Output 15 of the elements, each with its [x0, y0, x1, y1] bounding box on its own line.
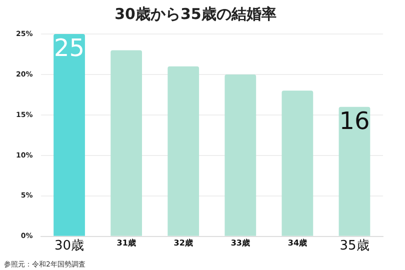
x-tick-label: 32歳 [174, 238, 193, 248]
bar [338, 106, 370, 236]
x-tick-label: 31歳 [116, 238, 136, 248]
data-label: 16 [339, 107, 370, 136]
x-tick-label: 33歳 [230, 238, 250, 248]
data-label: 25 [54, 34, 85, 62]
x-tick-label: 35歳 [340, 238, 370, 254]
x-tick-label: 30歳 [54, 238, 84, 254]
bar [110, 50, 142, 236]
bar [54, 34, 85, 236]
bar [224, 74, 256, 236]
x-tick-label: 34歳 [288, 238, 308, 248]
chart-title: 30歳から35歳の結婚率 [114, 4, 276, 23]
bar [168, 66, 200, 236]
bar [282, 90, 314, 236]
